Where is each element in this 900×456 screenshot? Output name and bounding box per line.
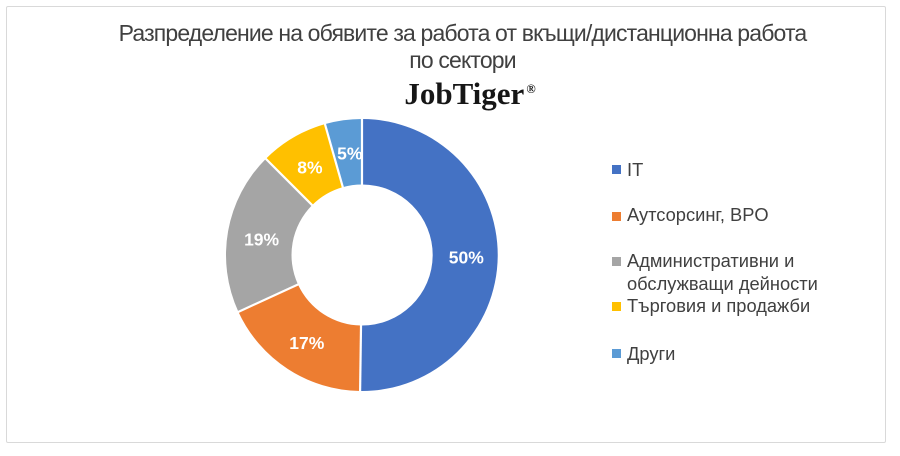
svg-text:50%: 50% <box>449 247 484 267</box>
svg-text:8%: 8% <box>297 158 323 178</box>
svg-text:19%: 19% <box>244 230 279 250</box>
svg-text:5%: 5% <box>337 143 363 163</box>
svg-text:17%: 17% <box>289 333 324 353</box>
